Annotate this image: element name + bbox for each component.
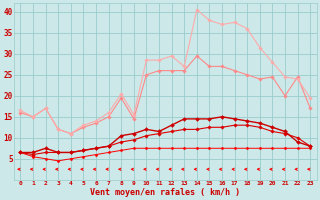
X-axis label: Vent moyen/en rafales ( km/h ): Vent moyen/en rafales ( km/h ) [90,188,240,197]
